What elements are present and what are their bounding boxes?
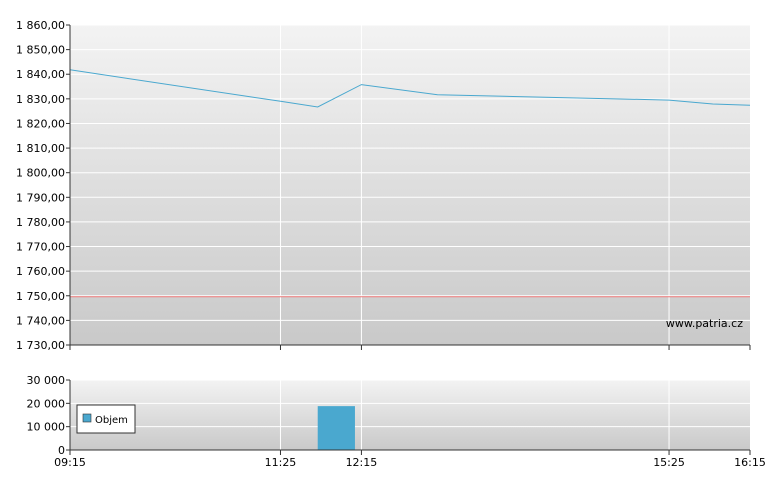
price-y-tick-label: 1 740,00 (16, 314, 65, 327)
x-tick-label: 15:25 (653, 456, 685, 469)
x-tick-label: 11:25 (265, 456, 297, 469)
price-x-ticks (69, 345, 751, 350)
price-y-tick-label: 1 810,00 (16, 142, 65, 155)
legend-label: Objem (95, 415, 128, 426)
price-y-tick-label: 1 790,00 (16, 191, 65, 204)
price-y-tick-label: 1 840,00 (16, 68, 65, 81)
volume-y-axis: 0 10 000 20 000 30 000 (27, 374, 70, 457)
price-y-tick-label: 1 820,00 (16, 117, 65, 130)
x-tick-label: 16:15 (734, 456, 766, 469)
watermark: www.patria.cz (666, 317, 743, 330)
x-tick-label: 09:15 (54, 456, 86, 469)
price-y-tick-label: 1 850,00 (16, 44, 65, 57)
price-y-tick-label: 1 770,00 (16, 241, 65, 254)
volume-plot-area (70, 380, 750, 450)
price-y-tick-label: 1 860,00 (16, 19, 65, 32)
price-y-tick-label: 1 830,00 (16, 93, 65, 106)
volume-y-tick-label: 20 000 (27, 397, 66, 410)
price-y-tick-label: 1 730,00 (16, 339, 65, 352)
legend-swatch (82, 413, 92, 423)
volume-y-tick-label: 10 000 (27, 421, 66, 434)
volume-y-tick-label: 0 (58, 444, 65, 457)
price-plot-area (70, 25, 750, 345)
volume-x-axis: 09:15 11:25 12:15 15:25 16:15 (54, 450, 766, 469)
volume-bar (317, 406, 355, 450)
volume-grid (70, 379, 750, 450)
price-y-axis: 1 730,00 1 740,00 1 750,00 1 760,00 1 770,00… (16, 19, 70, 352)
price-series-line (69, 69, 751, 108)
volume-y-tick-label: 30 000 (27, 374, 66, 387)
volume-bars (317, 406, 355, 450)
price-y-tick-label: 1 750,00 (16, 290, 65, 303)
price-y-tick-label: 1 780,00 (16, 216, 65, 229)
price-y-tick-label: 1 760,00 (16, 265, 65, 278)
price-y-tick-label: 1 800,00 (16, 167, 65, 180)
x-tick-label: 12:15 (346, 456, 378, 469)
volume-legend: Objem (76, 404, 136, 434)
